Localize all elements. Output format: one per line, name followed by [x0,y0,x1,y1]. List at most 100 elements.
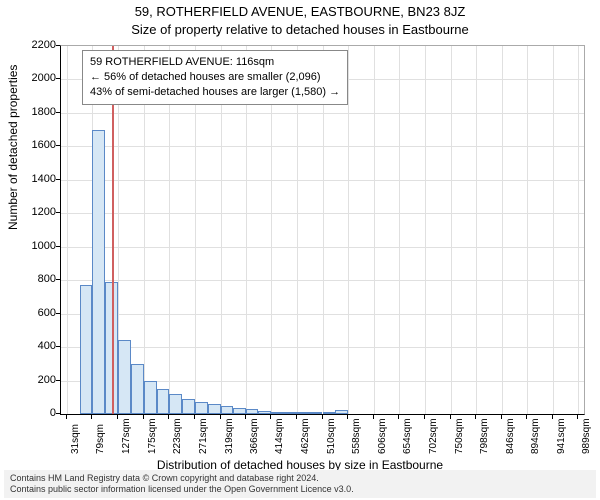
gridline-vertical [578,46,579,414]
histogram-bar [246,409,259,414]
histogram-bar [118,340,131,414]
y-tick-mark [56,246,60,247]
x-tick-mark [296,415,297,419]
x-tick-mark [322,415,323,419]
histogram-bar [144,381,157,414]
y-tick-mark [56,346,60,347]
legend-line-1: 59 ROTHERFIELD AVENUE: 116sqm [90,55,340,70]
x-tick-label: 750sqm [454,418,465,454]
gridline-vertical [553,46,554,414]
histogram-bar [182,399,195,414]
x-tick-mark [475,415,476,419]
x-tick-label: 606sqm [377,418,388,454]
histogram-bar [271,412,284,415]
histogram-bar [221,406,234,414]
y-tick-label: 600 [16,307,56,319]
histogram-bar [131,364,144,414]
x-tick-label: 366sqm [249,418,260,454]
legend-box: 59 ROTHERFIELD AVENUE: 116sqm ← 56% of d… [82,50,348,105]
histogram-bar [335,410,348,414]
x-tick-mark [373,415,374,419]
x-tick-label: 558sqm [351,418,362,454]
x-tick-label: 175sqm [147,418,158,454]
x-tick-label: 798sqm [479,418,490,454]
gridline-vertical [374,46,375,414]
x-tick-mark [66,415,67,419]
x-tick-mark [398,415,399,419]
x-tick-mark [347,415,348,419]
x-tick-mark [245,415,246,419]
x-tick-label: 31sqm [70,424,81,454]
x-tick-mark [552,415,553,419]
histogram-bar [284,412,297,415]
y-tick-mark [56,179,60,180]
x-tick-label: 510sqm [326,418,337,454]
y-tick-label: 1200 [16,206,56,218]
x-tick-label: 223sqm [172,418,183,454]
footer-attribution: Contains HM Land Registry data © Crown c… [4,470,596,498]
y-tick-label: 2200 [16,39,56,51]
x-tick-label: 846sqm [505,418,516,454]
y-tick-label: 1800 [16,106,56,118]
y-tick-label: 2000 [16,72,56,84]
y-tick-mark [56,212,60,213]
y-tick-label: 200 [16,374,56,386]
x-tick-mark [424,415,425,419]
y-tick-label: 800 [16,273,56,285]
histogram-bar [323,412,336,414]
x-tick-label: 894sqm [530,418,541,454]
x-tick-mark [194,415,195,419]
y-tick-mark [56,380,60,381]
y-tick-mark [56,112,60,113]
y-tick-mark [56,145,60,146]
x-tick-mark [91,415,92,419]
histogram-bar [157,389,170,414]
histogram-bar [233,408,245,414]
x-tick-label: 414sqm [274,418,285,454]
y-tick-mark [56,413,60,414]
histogram-bar [297,412,310,414]
legend-line-3: 43% of semi-detached houses are larger (… [90,85,340,100]
gridline-vertical [451,46,452,414]
y-tick-label: 400 [16,340,56,352]
y-tick-label: 1000 [16,240,56,252]
x-tick-label: 702sqm [428,418,439,454]
x-tick-label: 79sqm [95,424,106,454]
x-tick-mark [220,415,221,419]
x-tick-mark [501,415,502,419]
y-tick-mark [56,45,60,46]
histogram-bar [258,411,271,414]
chart-title-main: 59, ROTHERFIELD AVENUE, EASTBOURNE, BN23… [0,4,600,19]
x-tick-label: 989sqm [581,418,592,454]
gridline-vertical [348,46,349,414]
y-tick-label: 1400 [16,173,56,185]
y-tick-mark [56,78,60,79]
gridline-vertical [502,46,503,414]
footer-line-2: Contains public sector information licen… [10,484,590,495]
gridline-vertical [527,46,528,414]
gridline-vertical [399,46,400,414]
x-tick-mark [270,415,271,419]
footer-line-1: Contains HM Land Registry data © Crown c… [10,473,590,484]
histogram-bar [92,130,105,414]
x-tick-mark [168,415,169,419]
x-tick-label: 271sqm [198,418,209,454]
x-tick-mark [117,415,118,419]
histogram-bar [208,404,221,414]
x-tick-label: 127sqm [121,418,132,454]
x-tick-label: 654sqm [402,418,413,454]
x-tick-label: 319sqm [224,418,235,454]
x-tick-mark [577,415,578,419]
y-tick-label: 0 [16,407,56,419]
histogram-bar [310,412,323,414]
x-tick-mark [526,415,527,419]
histogram-bar [169,394,182,414]
x-tick-mark [450,415,451,419]
x-tick-label: 941sqm [556,418,567,454]
histogram-bar [195,402,208,414]
chart-title-sub: Size of property relative to detached ho… [0,22,600,37]
histogram-bar [80,285,93,414]
gridline-vertical [476,46,477,414]
legend-line-2: ← 56% of detached houses are smaller (2,… [90,70,340,85]
x-tick-label: 462sqm [300,418,311,454]
